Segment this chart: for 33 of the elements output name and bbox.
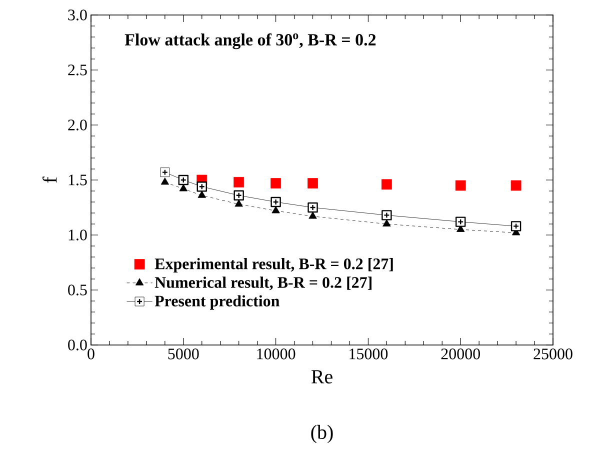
point [234,200,243,207]
point [179,184,188,192]
y-axis-title: f [42,176,57,183]
point [234,177,244,188]
x-tick-label: 20000 [441,348,480,360]
legend-label: Numerical result, B-R = 0.2 [27] [154,276,372,290]
point [381,179,392,190]
x-tick-label: 10000 [257,348,296,360]
y-tick-label: 0.5 [68,284,87,296]
point [272,206,280,214]
point [198,190,206,198]
text: (b) [311,424,333,444]
y-tick-label: 2.5 [68,64,87,76]
x-axis-title: Re [311,370,332,384]
legend-label: Present prediction [154,295,280,310]
text: Flow attack angle of 30$^{o}$, B-R = 0.2 [124,33,376,50]
point [308,178,318,188]
y-tick-label: 2.0 [68,120,87,130]
x-tick-label: 0 [88,348,94,360]
point [455,180,466,191]
point [308,212,317,219]
point [270,178,282,188]
x-tick-label: 25000 [534,348,572,360]
point [160,178,170,185]
y-tick-label: 0.0 [68,340,87,350]
y-tick-label: 3.0 [68,10,87,20]
point [382,219,391,226]
y-tick-label: 1.0 [68,230,87,240]
y-tick-label: 1.5 [68,174,87,186]
point [510,180,522,191]
legend-label: Experimental result, B-R = 0.2 [27] [154,258,393,272]
x-tick-label: 15000 [350,348,388,360]
x-tick-label: 5000 [168,348,199,360]
